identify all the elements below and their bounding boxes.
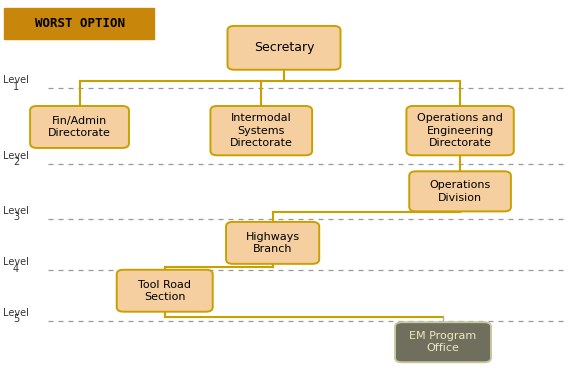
FancyBboxPatch shape bbox=[116, 270, 212, 312]
Text: Tool Road
Section: Tool Road Section bbox=[138, 280, 191, 302]
Text: 1: 1 bbox=[13, 82, 19, 92]
Text: EM Program
Office: EM Program Office bbox=[410, 331, 477, 353]
FancyBboxPatch shape bbox=[409, 171, 511, 211]
FancyBboxPatch shape bbox=[210, 106, 312, 155]
Text: WORST OPTION: WORST OPTION bbox=[35, 17, 124, 30]
Text: Highways
Branch: Highways Branch bbox=[245, 232, 300, 254]
FancyBboxPatch shape bbox=[30, 106, 129, 148]
Text: Level: Level bbox=[3, 151, 29, 161]
FancyBboxPatch shape bbox=[4, 8, 154, 39]
Text: Level: Level bbox=[3, 206, 29, 216]
Text: Fin/Admin
Directorate: Fin/Admin Directorate bbox=[48, 116, 111, 138]
FancyBboxPatch shape bbox=[226, 222, 319, 264]
FancyBboxPatch shape bbox=[395, 322, 491, 362]
Text: Intermodal
Systems
Directorate: Intermodal Systems Directorate bbox=[230, 113, 293, 148]
Text: 4: 4 bbox=[13, 264, 19, 274]
Text: 2: 2 bbox=[12, 157, 19, 167]
FancyBboxPatch shape bbox=[227, 26, 340, 70]
Text: Operations
Division: Operations Division bbox=[429, 180, 491, 202]
Text: 5: 5 bbox=[12, 314, 19, 325]
Text: Secretary: Secretary bbox=[254, 41, 314, 54]
Text: Level: Level bbox=[3, 308, 29, 318]
Text: Level: Level bbox=[3, 257, 29, 268]
Text: Level: Level bbox=[3, 75, 29, 85]
FancyBboxPatch shape bbox=[407, 106, 514, 155]
Text: 3: 3 bbox=[13, 212, 19, 223]
Text: Operations and
Engineering
Directorate: Operations and Engineering Directorate bbox=[417, 113, 503, 148]
